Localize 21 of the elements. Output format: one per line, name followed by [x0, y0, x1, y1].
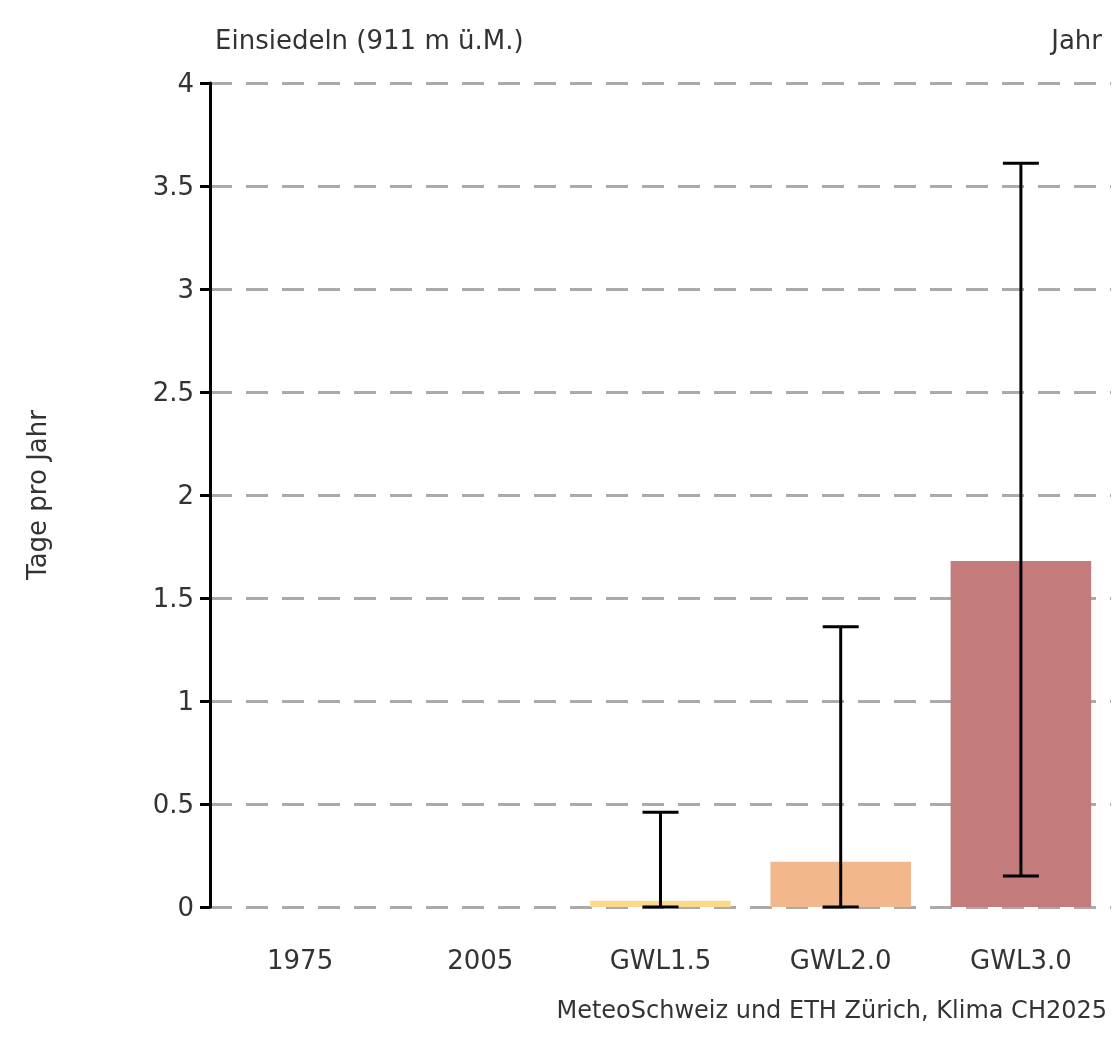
y-tick-label: 0	[177, 892, 194, 922]
text: MeteoSchweiz und ETH Zürich, Klima CH2025	[556, 996, 1108, 1024]
y-tick-label: 2	[177, 480, 194, 510]
x-tick-label: GWL3.0	[970, 945, 1072, 975]
bar	[950, 560, 1092, 907]
bar	[590, 900, 731, 907]
bar	[770, 861, 911, 907]
chart-title: Einsiedeln (911 m ü.M.)	[215, 25, 524, 55]
x-tick-label: 1975	[267, 945, 334, 975]
y-tick-label: 1	[177, 686, 194, 716]
y-tick-label: 4	[177, 68, 194, 98]
y-axis-title: Tage pro Jahr	[22, 409, 52, 581]
chart-subtitle: Jahr	[1049, 25, 1103, 55]
y-tick-label: 3	[177, 274, 194, 304]
x-tick-label: GWL2.0	[789, 945, 892, 975]
y-tick-label: 1.5	[152, 583, 194, 613]
y-tick-label: 3.5	[152, 171, 194, 201]
x-tick-label: GWL1.5	[609, 945, 712, 975]
x-tick-label: 2005	[447, 945, 514, 975]
y-tick-label: 0.5	[152, 789, 194, 819]
y-tick-label: 2.5	[152, 377, 194, 407]
